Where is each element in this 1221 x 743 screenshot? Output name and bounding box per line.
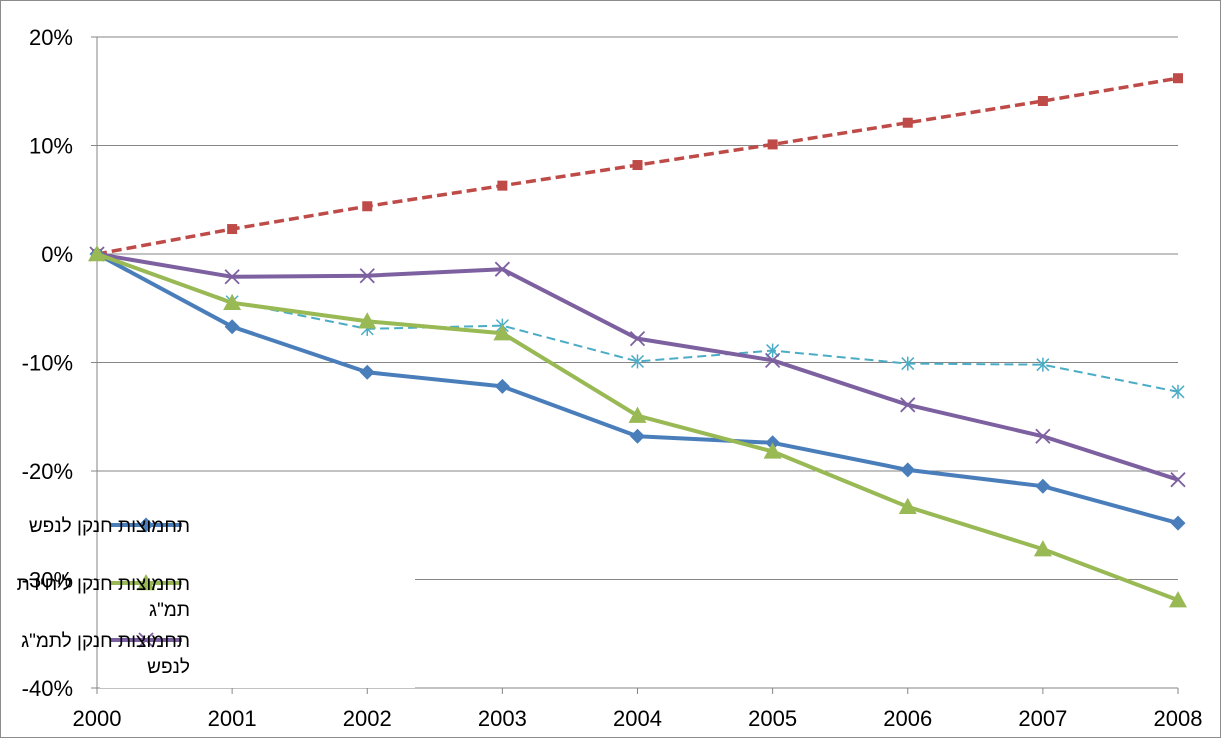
data-point: [630, 354, 645, 369]
data-point: [1033, 540, 1052, 557]
x-tick-label: 2007: [1018, 706, 1067, 731]
data-point: [900, 397, 916, 413]
data-point: [764, 352, 781, 368]
data-point: [1170, 515, 1186, 531]
y-tick-label: -20%: [22, 459, 73, 484]
marker-stroke: [629, 330, 646, 347]
x-tick-label: 2000: [73, 706, 122, 731]
y-tick-label: -10%: [22, 351, 73, 376]
data-point: [224, 319, 240, 335]
x-tick-label: 2001: [208, 706, 257, 731]
series-lines: [88, 73, 1187, 608]
data-point: [88, 245, 106, 262]
legend-entry: תחמוצות חנקן ליחידת תמ"ג: [17, 574, 190, 621]
data-point: [1035, 428, 1051, 444]
marker-stroke: [764, 352, 781, 368]
marker-stroke: [224, 269, 240, 285]
legend: תחמוצות חנקן לנפש תחמוצות חנקן ליחידת תמ"ג…: [17, 503, 415, 688]
data-point: [766, 343, 780, 358]
y-tick-label: 20%: [29, 25, 73, 50]
legend-entry: תחמוצות חנקן לנפש: [29, 516, 190, 537]
legend-label: תחמוצות חנקן ליחידת: [17, 574, 190, 595]
marker-stroke: [1170, 472, 1186, 488]
series-s3: [88, 245, 1187, 608]
y-tick-label: 10%: [29, 134, 73, 159]
legend-background: [100, 503, 415, 688]
data-point: [898, 497, 917, 515]
x-tick-label: 2008: [1154, 706, 1203, 731]
legend-marker: [138, 632, 154, 648]
data-point: [630, 428, 645, 444]
data-point: [362, 201, 373, 212]
data-point: [1169, 591, 1187, 608]
x-tick-label: 2003: [478, 706, 527, 731]
data-point: [494, 261, 511, 277]
data-point: [900, 462, 916, 478]
marker-stroke: [900, 397, 916, 413]
data-point: [359, 364, 375, 380]
data-point: [359, 268, 375, 284]
data-point: [1037, 96, 1048, 107]
marker-stroke: [359, 268, 375, 284]
y-tick-label: 0%: [41, 242, 73, 267]
x-tick-label: 2006: [883, 706, 932, 731]
y-tick-label: -40%: [22, 676, 73, 701]
data-point: [763, 442, 782, 459]
marker-stroke: [138, 632, 154, 648]
data-point: [227, 224, 238, 235]
legend-marker: [138, 517, 154, 533]
data-point: [902, 117, 913, 128]
x-tick-label: 2005: [748, 706, 797, 731]
legend-marker: [137, 574, 155, 591]
data-point: [628, 406, 647, 423]
data-point: [1171, 384, 1185, 399]
data-point: [497, 180, 508, 191]
x-tick-label: 2002: [343, 706, 392, 731]
data-point: [1035, 478, 1051, 494]
marker-stroke: [494, 261, 511, 277]
marker-stroke: [1035, 428, 1051, 444]
x-tick-label: 2004: [613, 706, 662, 731]
data-point: [632, 160, 643, 171]
axes: 20% 10% 0% -10% -20% -30% -40%2000 2001 2002 2003…: [22, 25, 1203, 731]
legend-label: תחמוצות חנקן לתמ"ג: [21, 631, 190, 652]
data-point: [1173, 73, 1183, 84]
legend-label: לנפש: [147, 657, 190, 678]
gridlines: [97, 36, 1178, 580]
data-point: [224, 269, 240, 285]
legend-label: תמ"ג: [149, 600, 190, 621]
data-point: [629, 330, 646, 347]
data-point: [494, 378, 510, 394]
data-point: [1170, 472, 1186, 488]
y-tick-label: -30%: [22, 568, 73, 593]
data-point: [1036, 357, 1050, 372]
data-point: [493, 324, 512, 341]
series-s1: [89, 246, 1186, 531]
data-point: [901, 356, 915, 371]
data-point: [223, 293, 242, 311]
data-point: [358, 312, 377, 329]
data-point: [767, 139, 778, 150]
legend-entry: תחמוצות חנקן לתמ"ג לנפש: [21, 631, 190, 678]
legend-label: תחמוצות חנקן לנפש: [29, 516, 190, 537]
